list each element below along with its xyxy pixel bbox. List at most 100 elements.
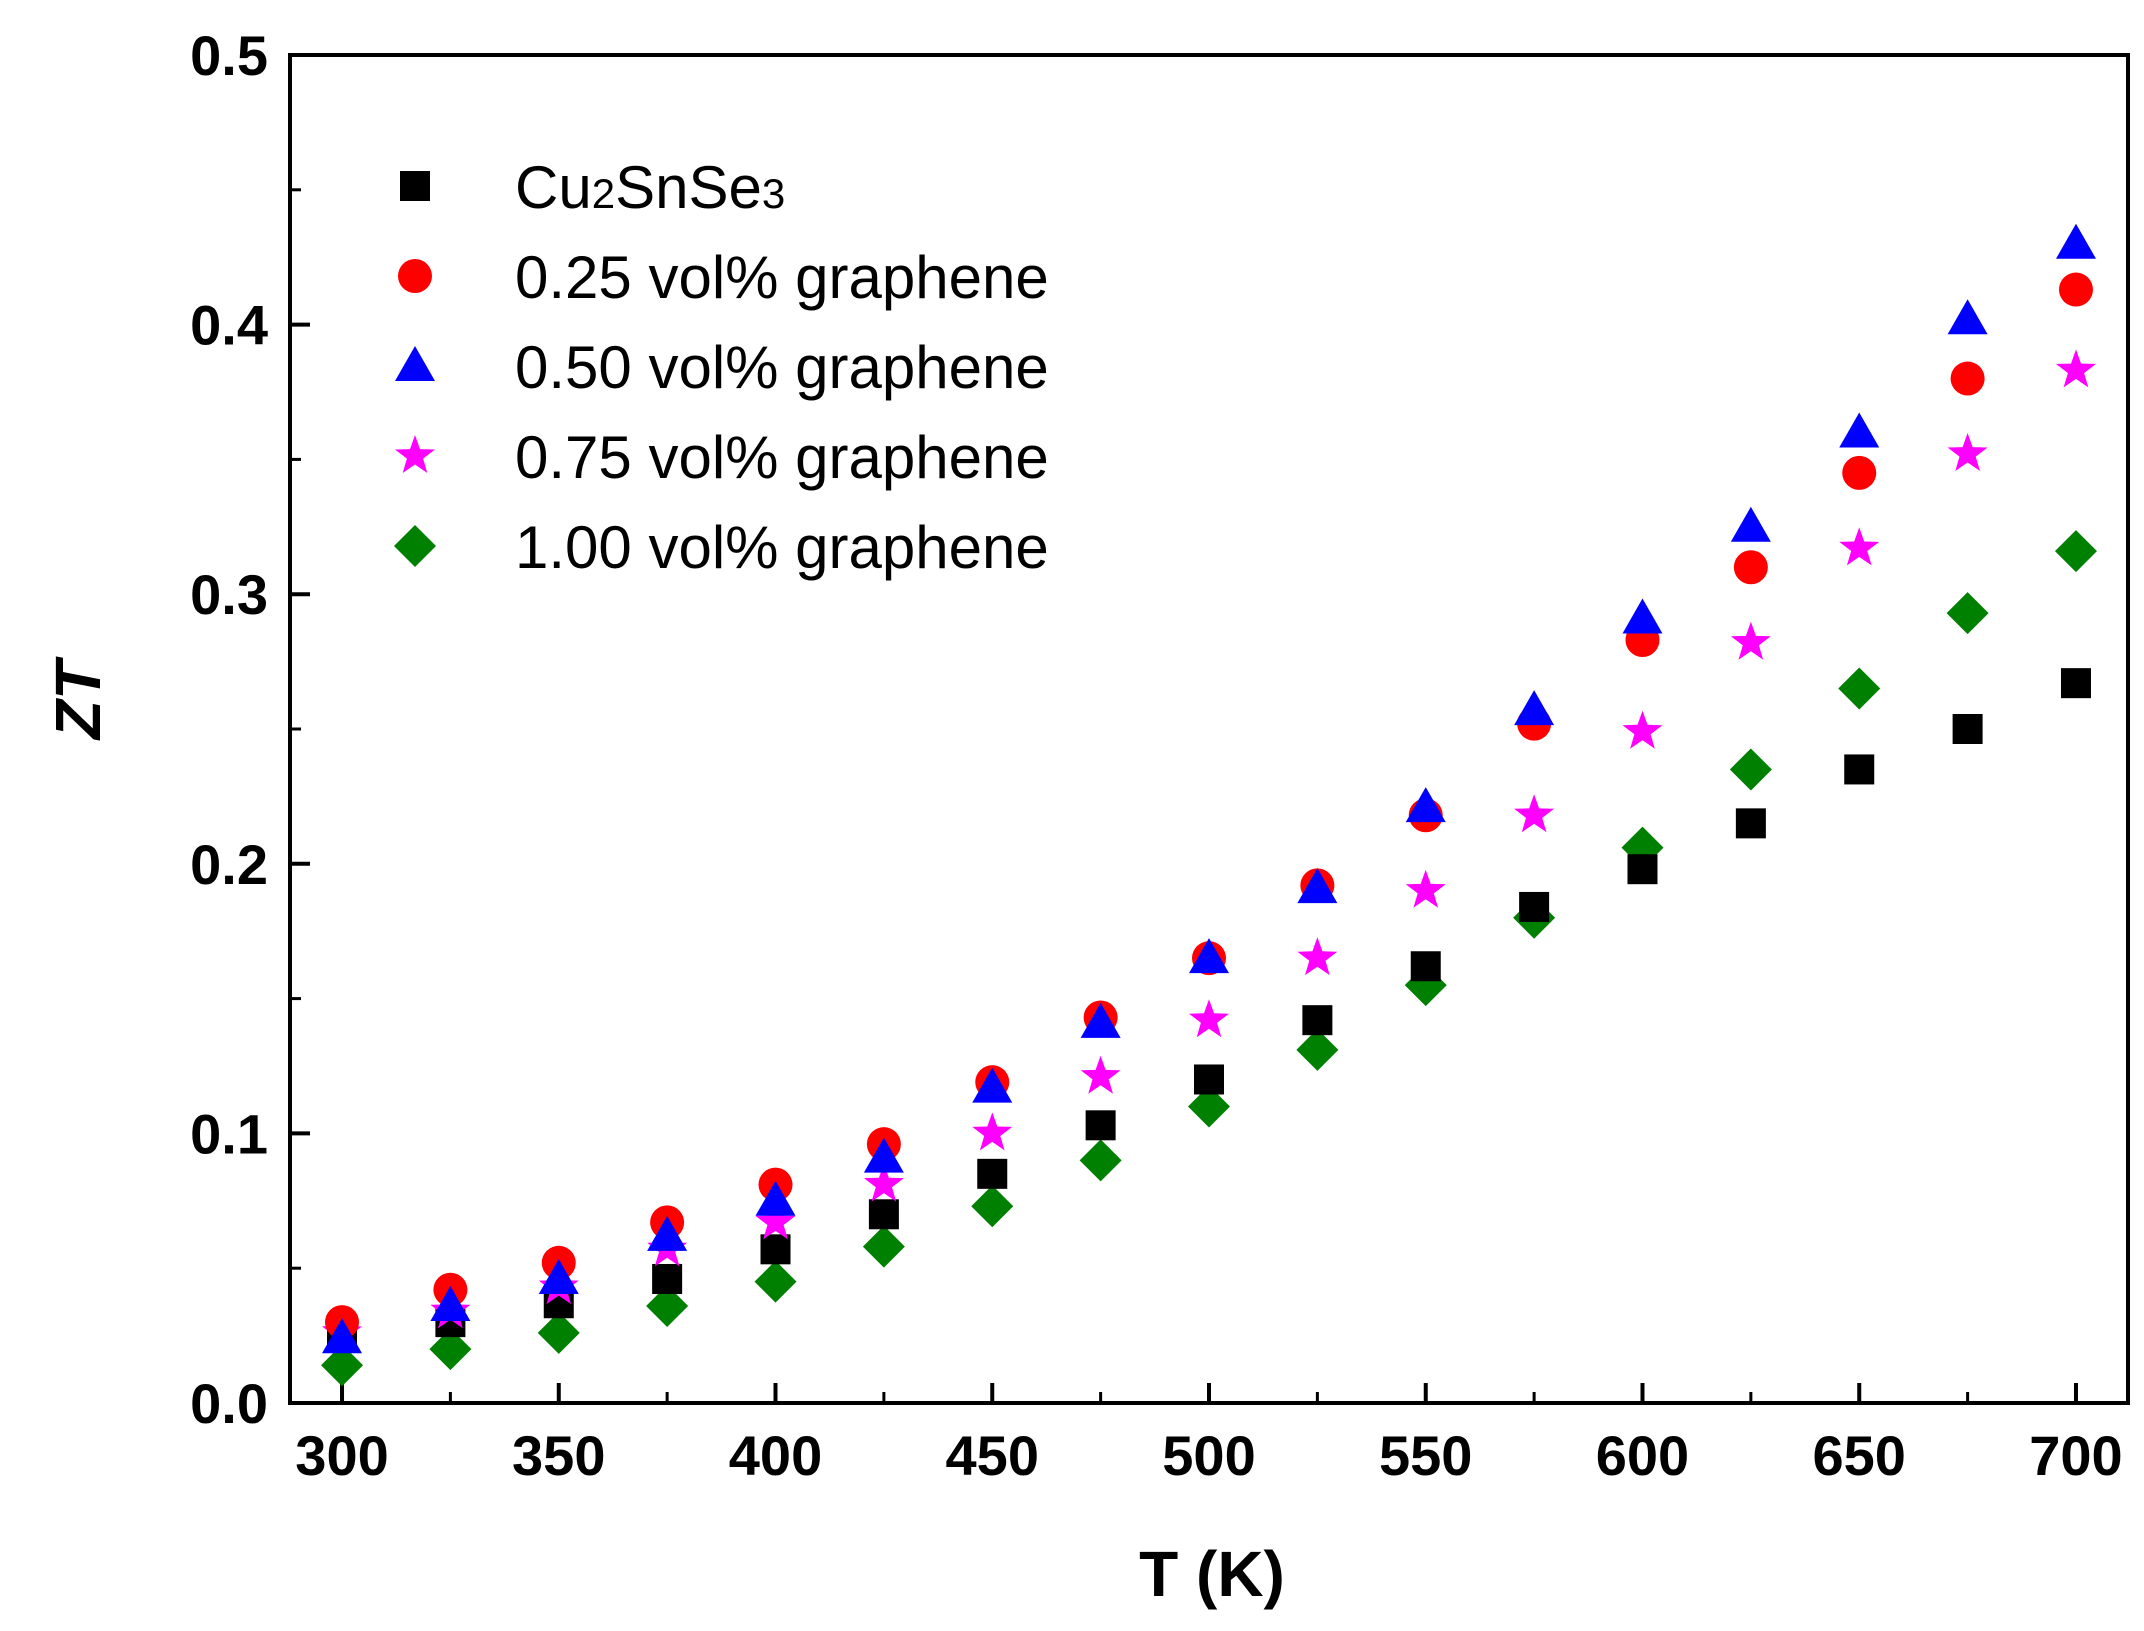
legend-marker	[395, 435, 435, 473]
data-point	[755, 1201, 796, 1240]
data-point	[1410, 951, 1441, 982]
data-point	[1946, 592, 1989, 635]
data-point	[429, 1328, 472, 1371]
data-point	[646, 1284, 689, 1327]
data-point	[1296, 1028, 1339, 1071]
x-axis-title: T (K)	[1139, 1538, 1285, 1610]
data-point	[2055, 223, 2096, 259]
legend-label: Cu2SnSe3	[515, 154, 785, 221]
legend-label-part: Cu	[515, 154, 592, 221]
data-point	[1730, 621, 1771, 660]
data-points	[321, 223, 2097, 1387]
legend-marker	[394, 525, 436, 567]
data-point	[1297, 868, 1338, 904]
data-point	[1733, 550, 1768, 585]
data-point	[1735, 808, 1766, 839]
x-tick-label: 350	[512, 1424, 605, 1487]
x-tick-label: 700	[2029, 1424, 2122, 1487]
y-tick-label: 0.4	[190, 294, 268, 357]
data-point	[863, 1163, 904, 1202]
data-point	[1080, 1002, 1121, 1038]
data-point	[537, 1311, 580, 1354]
legend-label: 0.50 vol% graphene	[515, 334, 1049, 401]
data-point	[755, 1180, 796, 1216]
data-point	[1297, 937, 1338, 976]
x-tick-label: 650	[1813, 1424, 1906, 1487]
data-point	[1189, 999, 1229, 1038]
data-point	[977, 1158, 1008, 1189]
data-point	[972, 1067, 1013, 1103]
legend: Cu2SnSe3 0.25 vol% graphene 0.50 vol% grap…	[394, 154, 1049, 581]
data-point	[652, 1263, 683, 1294]
legend-label: 0.75 vol% graphene	[515, 424, 1049, 491]
data-point	[1302, 1005, 1333, 1036]
data-point	[863, 1137, 904, 1173]
data-point	[322, 1318, 363, 1354]
data-point	[430, 1285, 471, 1321]
x-tick-label: 500	[1162, 1424, 1255, 1487]
y-tick-label: 0.0	[190, 1372, 268, 1435]
data-point	[647, 1215, 688, 1251]
data-point	[1622, 598, 1663, 634]
data-point	[321, 1344, 364, 1387]
data-point	[1514, 690, 1555, 726]
data-point	[1947, 299, 1988, 335]
data-point	[1189, 938, 1229, 974]
data-point	[2054, 530, 2097, 573]
data-point	[1194, 1064, 1224, 1095]
data-point	[1838, 667, 1881, 710]
data-point	[1519, 891, 1550, 922]
series-2	[322, 223, 2096, 1354]
y-tick-label: 0.5	[190, 24, 268, 87]
data-point	[1842, 455, 1877, 490]
legend-label: 0.25 vol% graphene	[515, 244, 1049, 311]
data-point	[2058, 272, 2093, 307]
data-point	[1080, 1055, 1121, 1094]
legend-label-subscript: 2	[592, 170, 615, 217]
data-point	[1079, 1139, 1122, 1182]
x-tick-label: 450	[946, 1424, 1039, 1487]
legend-marker	[398, 259, 432, 293]
data-point	[1730, 506, 1771, 542]
data-point	[1839, 412, 1880, 448]
series-3	[322, 349, 2096, 1350]
legend-label: 1.00 vol% graphene	[515, 514, 1049, 581]
data-point	[538, 1258, 579, 1294]
x-tick-label: 400	[729, 1424, 822, 1487]
y-tick-label: 0.3	[190, 563, 268, 626]
data-point	[1950, 361, 1985, 396]
data-point	[2060, 668, 2091, 699]
data-point	[972, 1112, 1013, 1151]
data-point	[1947, 433, 1988, 471]
data-point	[971, 1185, 1014, 1228]
data-point	[1839, 527, 1880, 566]
x-tick-label: 600	[1596, 1424, 1689, 1487]
data-point	[1514, 794, 1555, 833]
axes: 300 350 400 450 500 550 600 650 700 0.0 0.1 0.2 0.3 0…	[190, 24, 2130, 1487]
data-point	[1844, 754, 1875, 785]
data-point	[1622, 710, 1663, 749]
data-point	[1627, 854, 1658, 885]
data-point	[868, 1199, 899, 1230]
data-point	[1085, 1110, 1116, 1141]
x-tick-label: 300	[295, 1424, 388, 1487]
data-point	[1729, 748, 1772, 791]
y-tick-label: 0.2	[190, 833, 268, 896]
legend-label-subscript: 3	[762, 170, 785, 217]
y-tick-label: 0.1	[190, 1102, 268, 1165]
data-point	[1952, 714, 1983, 744]
data-point	[760, 1234, 791, 1265]
data-point	[1188, 1085, 1230, 1128]
legend-label-part: SnSe	[615, 154, 762, 221]
x-tick-label: 550	[1379, 1424, 1472, 1487]
y-axis-title: ZT	[42, 656, 114, 741]
data-point	[1405, 787, 1446, 823]
data-point	[754, 1260, 797, 1303]
legend-marker	[395, 346, 435, 381]
data-point	[2056, 349, 2096, 388]
legend-marker	[400, 171, 430, 201]
data-point	[862, 1225, 905, 1268]
data-point	[1405, 869, 1446, 908]
